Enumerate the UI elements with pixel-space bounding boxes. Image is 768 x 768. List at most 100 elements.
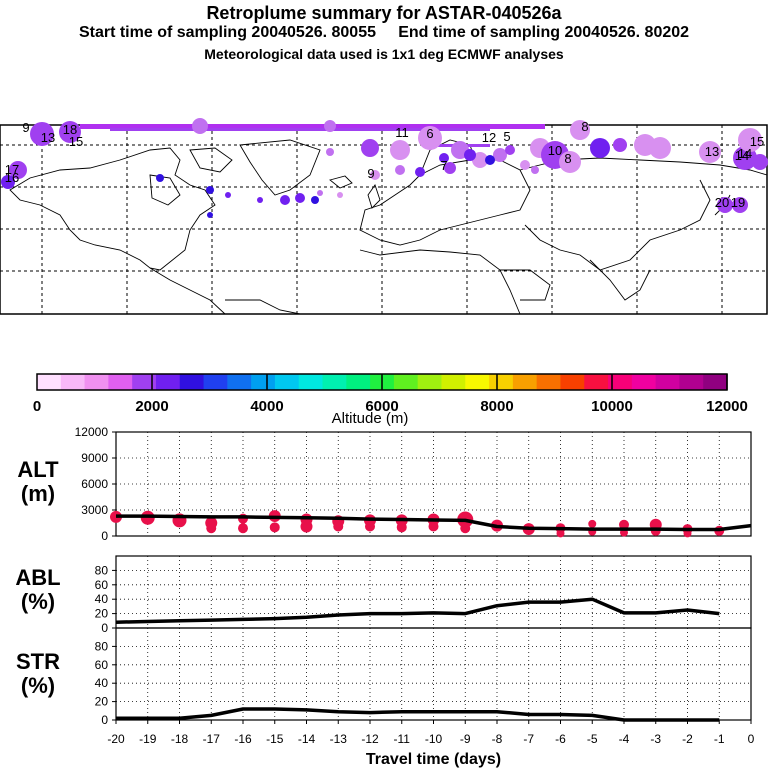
- coast-uk: [367, 184, 381, 209]
- altitude-marker: [300, 520, 313, 533]
- x-tick-label: -16: [234, 732, 252, 746]
- y-tick-label: 9000: [81, 451, 108, 465]
- x-tick-label: -5: [587, 732, 598, 746]
- str-label-line2: (%): [20, 673, 56, 698]
- plume-day-label: 9: [22, 120, 29, 135]
- coast-iceland: [329, 175, 353, 189]
- x-tick-label: -7: [523, 732, 534, 746]
- plume-marker: [472, 152, 488, 168]
- y-tick-label: 20: [95, 695, 109, 709]
- plume-day-label: 10: [548, 143, 562, 158]
- altitude-marker: [365, 521, 375, 532]
- coast-north-america: [9, 147, 216, 271]
- plume-marker: [752, 154, 768, 170]
- plume-day-label: 6: [426, 126, 433, 141]
- coast-arabia: [500, 269, 551, 301]
- plume-marker: [1, 175, 15, 189]
- x-tick-label: -9: [460, 732, 471, 746]
- altitude-marker: [396, 522, 407, 533]
- coast-africa: [359, 249, 521, 315]
- plume-marker: [570, 120, 590, 140]
- plume-day-label: 15: [69, 134, 83, 149]
- plume-marker: [485, 155, 495, 165]
- plume-marker: [590, 138, 610, 158]
- plume-marker: [370, 170, 380, 180]
- altitude-marker: [333, 521, 344, 532]
- alt-label-line1: ALT: [17, 457, 59, 482]
- chart-title: Retroplume summary for ASTAR-040526a: [206, 3, 562, 23]
- plume-marker: [59, 121, 81, 143]
- plume-marker: [520, 160, 530, 170]
- y-tick-label: 0: [101, 713, 108, 727]
- x-tick-label: -8: [492, 732, 503, 746]
- altitude-marker: [460, 523, 471, 534]
- plume-marker: [257, 197, 263, 203]
- plume-marker: [732, 197, 748, 213]
- y-tick-label: 80: [95, 639, 109, 653]
- alt-label-line2: (m): [20, 481, 56, 506]
- plume-day-label: 9: [367, 166, 374, 181]
- plume-marker: [156, 174, 164, 182]
- y-tick-label: 6000: [81, 477, 108, 491]
- plume-marker: [699, 141, 721, 163]
- plume-marker: [225, 192, 231, 198]
- plume-marker: [361, 139, 379, 157]
- plume-marker: [649, 137, 671, 159]
- altitude-marker: [206, 523, 217, 534]
- x-tick-label: -6: [555, 732, 566, 746]
- plume-marker: [733, 146, 757, 170]
- plume-marker: [395, 165, 405, 175]
- panel-frame: [115, 627, 752, 721]
- altitude-marker: [269, 522, 280, 533]
- coast-south-america: [225, 299, 301, 315]
- x-tick-label: -19: [139, 732, 157, 746]
- plume-day-label: 20: [715, 195, 729, 210]
- y-tick-label: 0: [101, 529, 108, 543]
- series-line: [116, 514, 752, 532]
- altitude-marker: [428, 521, 439, 532]
- plume-marker: [207, 212, 213, 218]
- met-data-label: Meteorological data used is 1x1 deg ECMW…: [204, 46, 564, 62]
- plume-marker: [493, 148, 507, 162]
- coast-baffin: [189, 147, 233, 173]
- start-time-label: Start time of sampling 20040526. 80055: [78, 24, 376, 41]
- x-tick-label: -20: [107, 732, 125, 746]
- plume-marker: [505, 145, 515, 155]
- x-tick-label: -2: [682, 732, 693, 746]
- y-tick-label: 80: [95, 563, 109, 577]
- plume-day-label: 11: [395, 125, 409, 140]
- plume-marker: [337, 192, 343, 198]
- str-axis-label: STR (%): [8, 650, 68, 698]
- plume-marker: [418, 126, 442, 150]
- coast-greenland: [239, 139, 321, 196]
- plume-marker: [326, 148, 334, 156]
- y-tick-label: 60: [95, 578, 109, 592]
- sampling-times: Start time of sampling 20040526. 80055 E…: [0, 24, 768, 42]
- plume-marker: [324, 120, 336, 132]
- altitude-marker: [588, 519, 597, 528]
- x-tick-label: -4: [619, 732, 630, 746]
- y-tick-label: 40: [95, 592, 109, 606]
- y-tick-label: 3000: [81, 503, 108, 517]
- y-tick-label: 20: [95, 607, 109, 621]
- x-tick-label: -14: [298, 732, 316, 746]
- x-tick-label: -1: [714, 732, 725, 746]
- x-tick-label: -12: [361, 732, 379, 746]
- plume-marker: [30, 122, 54, 146]
- altitude-marker: [556, 529, 565, 538]
- plume-day-label: 5: [503, 129, 510, 144]
- plume-marker: [280, 195, 290, 205]
- plume-day-label: 15: [750, 134, 764, 149]
- plume-marker: [9, 161, 27, 179]
- str-label-line1: STR: [16, 649, 60, 674]
- plume-marker: [390, 140, 410, 160]
- plume-day-label: 8: [564, 151, 571, 166]
- plume-marker: [717, 197, 733, 213]
- plume-marker: [464, 149, 476, 161]
- abl-axis-label: ABL (%): [8, 566, 68, 614]
- y-tick-label: 12000: [75, 425, 109, 439]
